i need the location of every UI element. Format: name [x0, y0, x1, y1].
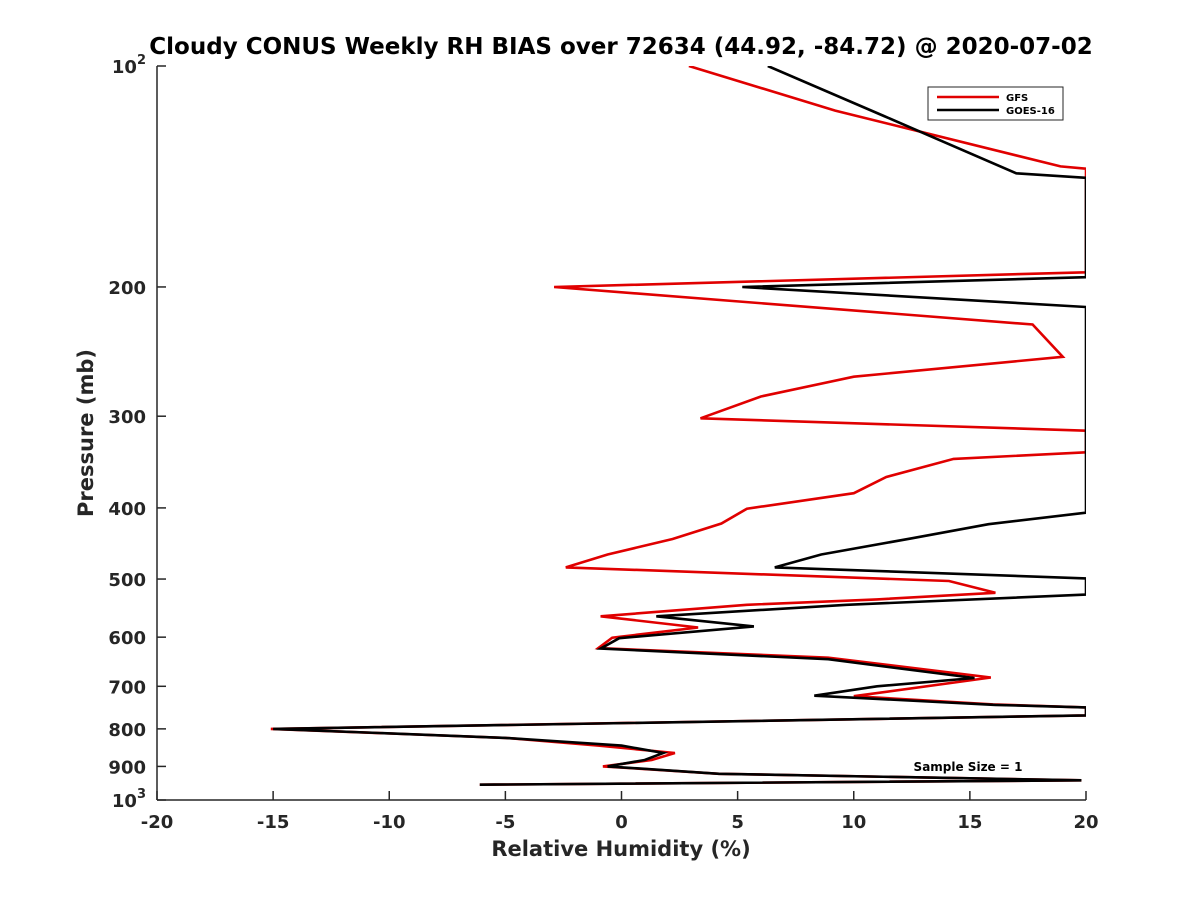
chart-title: Cloudy CONUS Weekly RH BIAS over 72634 (… — [149, 34, 1092, 60]
x-axis-label: Relative Humidity (%) — [491, 837, 750, 861]
y-tick-label: 600 — [108, 628, 146, 649]
x-tick-label: -15 — [257, 812, 290, 833]
y-tick-label: 400 — [108, 499, 146, 520]
y-tick-label: 200 — [108, 278, 146, 299]
y-tick-label: 300 — [108, 407, 146, 428]
x-ticks: -20 -15 -10 -5 0 5 10 15 20 — [141, 791, 1099, 833]
sample-size-annotation: Sample Size = 1 — [914, 760, 1023, 774]
y-tick-label: 800 — [108, 720, 146, 741]
x-tick-label: -20 — [141, 812, 174, 833]
x-tick-label: 5 — [731, 812, 744, 833]
legend-label-goes-16: GOES-16 — [1006, 106, 1055, 117]
y-tick-label: 700 — [108, 677, 146, 698]
x-tick-label: 20 — [1073, 812, 1098, 833]
x-tick-label: 0 — [615, 812, 628, 833]
series-line-goes-16 — [273, 66, 1086, 786]
plot-area — [157, 66, 1086, 800]
y-tick-label: 103 — [112, 787, 146, 812]
series-layer — [270, 66, 1086, 786]
y-ticks: 102 200 300 400 500 600 700 800 900 103 — [108, 53, 166, 812]
legend: GFS GOES-16 — [927, 86, 1064, 121]
x-tick-label: 15 — [957, 812, 982, 833]
x-tick-label: -10 — [373, 812, 406, 833]
legend-label-gfs: GFS — [1006, 93, 1028, 104]
y-tick-label: 500 — [108, 570, 146, 591]
legend-box — [927, 86, 1064, 121]
y-axis-label: Pressure (mb) — [74, 349, 98, 517]
y-tick-label: 102 — [112, 53, 146, 78]
y-tick-label: 900 — [108, 757, 146, 778]
x-tick-label: 10 — [841, 812, 866, 833]
x-tick-label: -5 — [495, 812, 515, 833]
